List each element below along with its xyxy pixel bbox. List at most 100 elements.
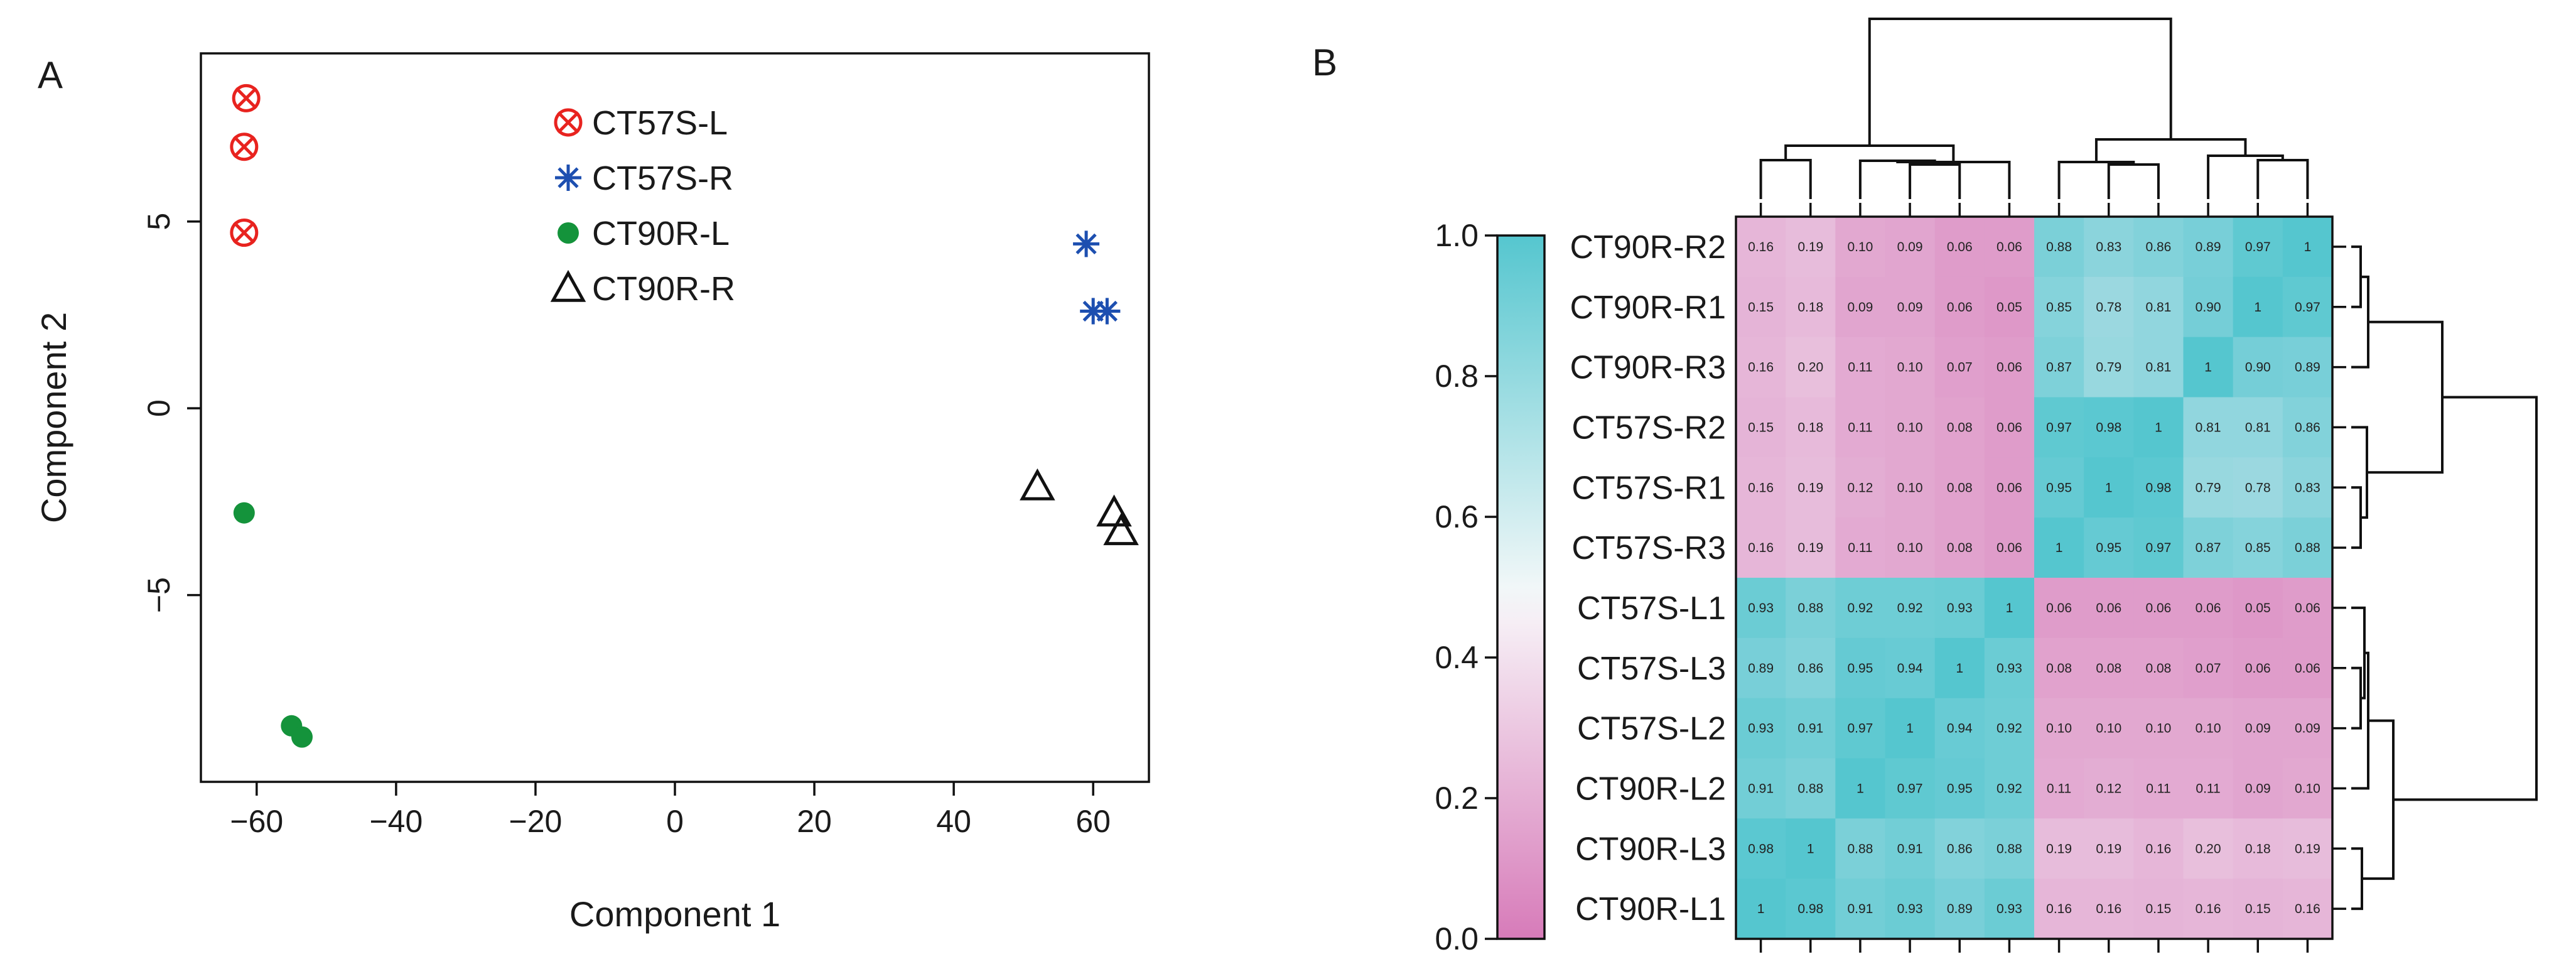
cell-value: 0.93 xyxy=(1997,902,2022,916)
row-labels: CT90R-R2 CT90R-R1 CT90R-R3 CT57S-R2 CT57S-R1… xyxy=(1570,229,1727,928)
heatmap-cell: 0.16 xyxy=(2034,879,2084,939)
cell-value: 0.16 xyxy=(2145,841,2171,856)
cell-value: 0.93 xyxy=(1997,661,2022,676)
cell-value: 0.81 xyxy=(2145,300,2171,315)
heatmap-cell: 0.11 xyxy=(1835,517,1885,578)
cell-value: 0.08 xyxy=(2046,661,2072,676)
cell-value: 0.16 xyxy=(1748,480,1774,495)
heatmap-cell: 0.18 xyxy=(2233,818,2283,879)
heatmap-cell: 0.10 xyxy=(1885,457,1936,518)
cell-value: 0.08 xyxy=(1947,541,1973,555)
row-label: CT90R-L3 xyxy=(1575,831,1726,867)
heatmap-cell: 0.94 xyxy=(1934,698,1985,759)
heatmap-cell: 0.97 xyxy=(2133,517,2184,578)
cell-value: 0.15 xyxy=(2145,902,2171,916)
colorbar-tick-label: 0.8 xyxy=(1435,359,1479,394)
cell-value: 0.12 xyxy=(2096,781,2121,796)
cell-value: 0.98 xyxy=(1797,902,1823,916)
heatmap-cell: 0.11 xyxy=(2183,758,2234,819)
cell-value: 0.06 xyxy=(2046,601,2072,615)
cell-value: 0.10 xyxy=(2196,722,2221,736)
cell-value: 0.19 xyxy=(1797,240,1823,254)
cell-value: 0.18 xyxy=(1797,300,1823,315)
heatmap-cell: 1 xyxy=(2183,337,2234,398)
y-axis-title: Component 2 xyxy=(34,312,73,523)
cell-value: 0.06 xyxy=(1997,420,2022,435)
cell-value: 0.95 xyxy=(1847,661,1873,676)
heatmap-cell: 0.10 xyxy=(1885,337,1936,398)
heatmap-cell: 0.16 xyxy=(1736,517,1786,578)
scatter-point xyxy=(1020,468,1055,501)
row-label: CT90R-L1 xyxy=(1575,891,1726,928)
heatmap-cell: 1 xyxy=(1934,637,1985,699)
heatmap-cell: 0.81 xyxy=(2133,337,2184,398)
row-dendrogram xyxy=(2351,245,2538,911)
heatmap-cell: 0.08 xyxy=(2084,637,2134,699)
cell-value: 0.06 xyxy=(2295,661,2320,676)
cell-value: 0.92 xyxy=(1897,601,1923,615)
heatmap-frame xyxy=(1735,215,2334,940)
cell-value: 0.06 xyxy=(2196,601,2221,615)
dendrogram-branch xyxy=(2351,847,2363,911)
heatmap-cell: 0.10 xyxy=(1885,397,1936,458)
cell-value: 0.97 xyxy=(2145,541,2171,555)
scatter-point xyxy=(232,84,261,112)
cell-value: 0.16 xyxy=(1748,240,1774,254)
heatmap-cell: 0.09 xyxy=(1835,276,1885,338)
cell-value: 0.78 xyxy=(2096,300,2121,315)
cell-value: 0.97 xyxy=(1847,722,1873,736)
cell-value: 1 xyxy=(2254,300,2261,315)
cell-value: 0.11 xyxy=(2196,781,2220,796)
scatter-point xyxy=(1096,494,1132,527)
row-label: CT57S-L1 xyxy=(1577,590,1726,627)
heatmap-cell: 0.87 xyxy=(2183,517,2234,578)
heatmap-ticks xyxy=(1759,203,2346,953)
legend-label: CT90R-L xyxy=(592,215,730,252)
cell-value: 0.91 xyxy=(1847,902,1873,916)
x-axis: −60 −40 −20 0 20 40 60 xyxy=(230,782,1111,839)
cell-value: 0.11 xyxy=(1848,541,1872,555)
legend-entry: CT57S-L xyxy=(554,104,728,142)
cell-value: 0.88 xyxy=(1997,841,2022,856)
heatmap-cell: 0.85 xyxy=(2233,517,2283,578)
cell-value: 0.16 xyxy=(1748,360,1774,375)
heatmap-cell: 0.91 xyxy=(1885,818,1936,879)
cell-value: 0.93 xyxy=(1897,902,1923,916)
heatmap-cell: 0.19 xyxy=(2282,818,2333,879)
colorbar-tick-label: 0.0 xyxy=(1435,921,1479,956)
heatmap-cell: 0.79 xyxy=(2183,457,2234,518)
cell-value: 0.20 xyxy=(2196,841,2221,856)
cell-value: 0.91 xyxy=(1897,841,1923,856)
cell-value: 0.88 xyxy=(1797,781,1823,796)
heatmap-cell: 0.86 xyxy=(2282,397,2333,458)
dendrogram-branch xyxy=(2367,320,2444,474)
x-axis-title: Component 1 xyxy=(569,894,780,934)
cell-value: 0.86 xyxy=(1797,661,1823,676)
heatmap-cell: 0.10 xyxy=(1835,217,1885,278)
cell-value: 0.06 xyxy=(1997,541,2022,555)
heatmap-cell: 0.10 xyxy=(2183,698,2234,759)
cell-value: 1 xyxy=(2006,601,2013,615)
cell-value: 0.08 xyxy=(2145,661,2171,676)
row-label: CT57S-L3 xyxy=(1577,651,1726,687)
cell-value: 0.11 xyxy=(2146,781,2170,796)
dendrogram-branch xyxy=(2094,138,2247,162)
legend-marker xyxy=(554,108,583,137)
cell-value: 0.06 xyxy=(1997,480,2022,495)
cell-value: 0.95 xyxy=(1947,781,1973,796)
cell-value: 0.89 xyxy=(1748,661,1774,676)
colorbar: 0.0 0.2 0.4 0.6 0.8 1.0 xyxy=(1435,218,1546,956)
cell-value: 0.89 xyxy=(1947,902,1973,916)
heatmap-cell: 0.06 xyxy=(1984,217,2035,278)
heatmap-cell: 0.95 xyxy=(2034,457,2084,518)
heatmap-cell: 0.16 xyxy=(2084,879,2134,939)
cell-value: 0.16 xyxy=(2096,902,2121,916)
cell-value: 0.98 xyxy=(1748,841,1774,856)
heatmap-cell: 0.08 xyxy=(1934,397,1985,458)
heatmap-cell: 0.06 xyxy=(2034,578,2084,639)
cell-value: 0.83 xyxy=(2096,240,2121,254)
cell-value: 0.09 xyxy=(1897,240,1923,254)
heatmap-cell: 0.10 xyxy=(2133,698,2184,759)
cell-value: 0.78 xyxy=(2245,480,2271,495)
heatmap-cell: 0.90 xyxy=(2233,337,2283,398)
